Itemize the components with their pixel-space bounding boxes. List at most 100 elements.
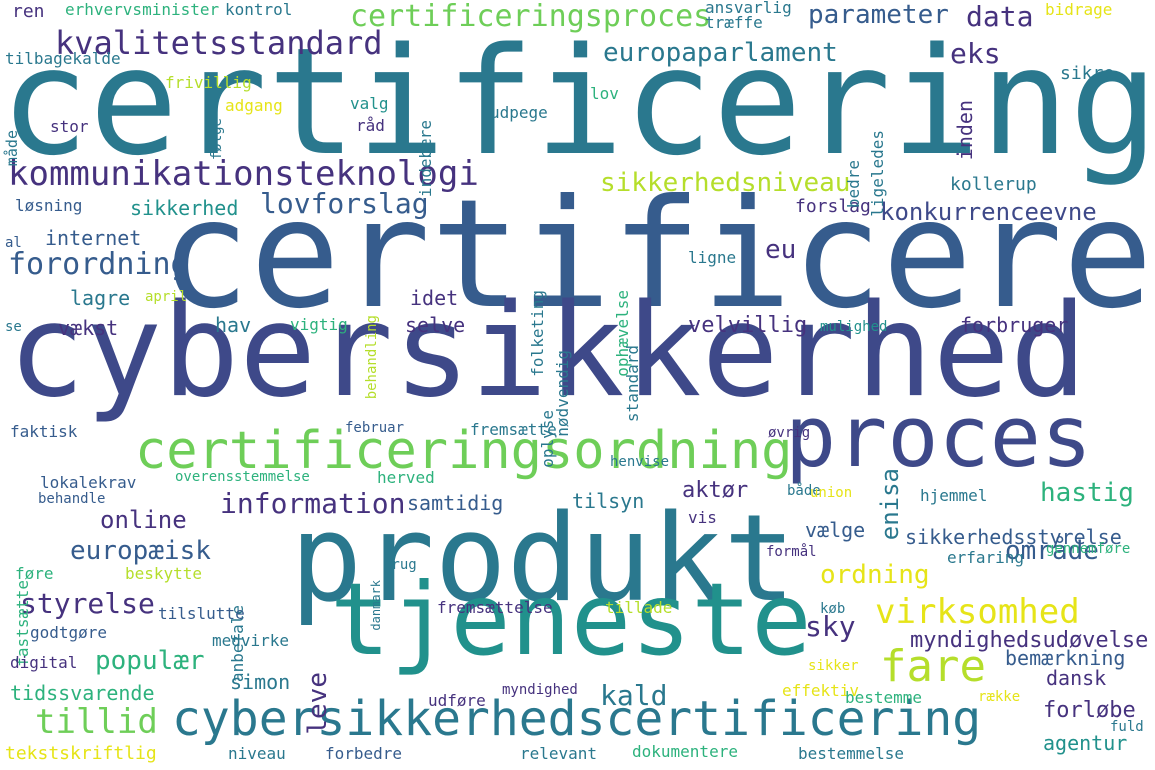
word-mulighed: mulighed xyxy=(820,319,888,335)
word-ren: ren xyxy=(12,1,45,22)
word-kvalitetsstandard: kvalitetsstandard xyxy=(55,24,383,62)
word-hastig: hastig xyxy=(1040,478,1134,508)
word-internet: internet xyxy=(45,226,142,250)
word-simon: simon xyxy=(230,670,291,694)
word-tekstskriftlig: tekstskriftlig xyxy=(5,743,157,764)
word-lovforslag: lovforslag xyxy=(260,187,429,220)
word-velvillig: velvillig xyxy=(688,313,808,338)
word-bestemmelse: bestemmelse xyxy=(798,744,904,763)
word-henvise: henvise xyxy=(610,454,670,470)
word-beskytte: beskytte xyxy=(125,564,203,583)
word-april: april xyxy=(145,289,188,305)
word-inden: inden xyxy=(953,100,977,161)
word-online: online xyxy=(100,506,187,534)
word-relevant: relevant xyxy=(520,744,598,763)
word-fore: føre xyxy=(15,564,54,583)
word-fremsaette: fremsætte xyxy=(470,420,557,439)
word-styrelse: styrelse xyxy=(20,587,155,620)
word-dokumentere: dokumentere xyxy=(632,742,738,761)
word-bedre: bedre xyxy=(844,160,863,209)
word-brug: brug xyxy=(383,557,417,573)
word-forordning: forordning xyxy=(8,247,189,282)
word-bidrage: bidrage xyxy=(1045,0,1113,19)
word-forlobe: forløbe xyxy=(1043,698,1136,723)
word-myndighed: myndighed xyxy=(502,682,578,698)
word-vaekst: vækst xyxy=(58,316,119,340)
word-udpege: udpege xyxy=(490,103,548,122)
word-nodvendig: nødvendig xyxy=(553,350,572,437)
word-kob: køb xyxy=(820,601,846,617)
word-behandling: behandling xyxy=(364,315,380,400)
word-leve: leve xyxy=(303,672,333,735)
word-eu: eu xyxy=(765,235,797,265)
word-forbruger: forbruger xyxy=(960,313,1069,337)
word-stor: stor xyxy=(50,117,89,136)
word-produkt: produkt xyxy=(290,490,796,629)
word-ordning: ordning xyxy=(820,560,930,590)
word-erhvervsminister: erhvervsminister xyxy=(65,0,220,19)
word-overensstemmelse: overensstemmelse xyxy=(175,469,310,485)
word-konkurrenceevne: konkurrenceevne xyxy=(880,198,1097,226)
word-sikkerhed: sikkerhed xyxy=(130,196,239,220)
word-sikker: sikker xyxy=(808,658,859,674)
word-lagre: lagre xyxy=(70,286,131,310)
word-samtidig: samtidig xyxy=(407,491,504,515)
word-tilslutte: tilslutte xyxy=(158,604,245,623)
word-danmark: danmark xyxy=(369,580,383,631)
word-folketing: folketing xyxy=(528,290,547,377)
word-bade: både xyxy=(787,483,821,499)
word-udfore: udføre xyxy=(428,691,486,710)
word-sikre: sikre xyxy=(1060,63,1115,84)
word-hjemmel: hjemmel xyxy=(920,486,988,505)
word-indebaere: indebære xyxy=(416,120,435,198)
word-populaer: populær xyxy=(95,646,205,676)
word-certificeringsordning: certificeringsordning xyxy=(135,421,793,481)
word-parameter: parameter xyxy=(808,0,949,30)
word-union: union xyxy=(810,485,853,501)
word-certificering: certificering xyxy=(0,16,1155,188)
word-lov: lov xyxy=(590,84,619,103)
word-europaeisk: europæisk xyxy=(70,536,211,566)
word-data: data xyxy=(966,0,1034,33)
word-certificere: certificere xyxy=(159,168,1153,342)
word-lokalekrav: lokalekrav xyxy=(40,473,137,492)
word-valg: valg xyxy=(350,94,389,113)
word-selve: selve xyxy=(405,313,466,337)
word-eks: eks xyxy=(950,37,1001,70)
word-ovrig: øvrig xyxy=(768,425,811,441)
word-digital: digital xyxy=(10,653,78,672)
word-kontrol: kontrol xyxy=(225,0,293,19)
word-formal: formål xyxy=(766,544,817,560)
word-se: se xyxy=(5,319,22,335)
word-traeffe: træffe xyxy=(705,13,763,32)
word-kommunikationsteknologi: kommunikationsteknologi xyxy=(8,154,479,194)
word-sikkerhedsniveau: sikkerhedsniveau xyxy=(600,168,851,198)
word-erfaring: erfaring xyxy=(947,548,1025,567)
word-hav: hav xyxy=(215,313,252,337)
word-folge: følge xyxy=(209,118,225,161)
word-tilsyn: tilsyn xyxy=(572,489,645,513)
word-effektiv: effektiv xyxy=(782,681,860,700)
word-kollerup: kollerup xyxy=(950,174,1037,195)
word-agentur: agentur xyxy=(1043,731,1128,755)
word-tilbagekalde: tilbagekalde xyxy=(5,49,121,68)
word-proces: proces xyxy=(785,388,1093,487)
word-ligne: ligne xyxy=(688,248,737,267)
word-niveau: niveau xyxy=(228,744,286,763)
word-europaparlament: europaparlament xyxy=(603,38,838,68)
word-losning: løsning xyxy=(15,196,83,215)
word-fremsaettelse: fremsættelse xyxy=(437,598,553,617)
word-sky: sky xyxy=(805,610,856,643)
word-tjeneste: tjeneste xyxy=(330,561,812,678)
word-tillade: tillade xyxy=(605,598,673,617)
word-bestemme: bestemme xyxy=(845,688,923,707)
word-forslag: forslag xyxy=(795,196,871,217)
word-myndighedsudovelse: myndighedsudøvelse xyxy=(910,628,1149,653)
word-al: al xyxy=(5,235,22,251)
word-certificeringsproces: certificeringsproces xyxy=(350,0,712,34)
word-kald: kald xyxy=(600,679,668,712)
word-standard: standard xyxy=(623,345,642,423)
word-rad: råd xyxy=(356,116,385,135)
word-cybersikkerhed: cybersikkerhed xyxy=(8,277,1087,426)
